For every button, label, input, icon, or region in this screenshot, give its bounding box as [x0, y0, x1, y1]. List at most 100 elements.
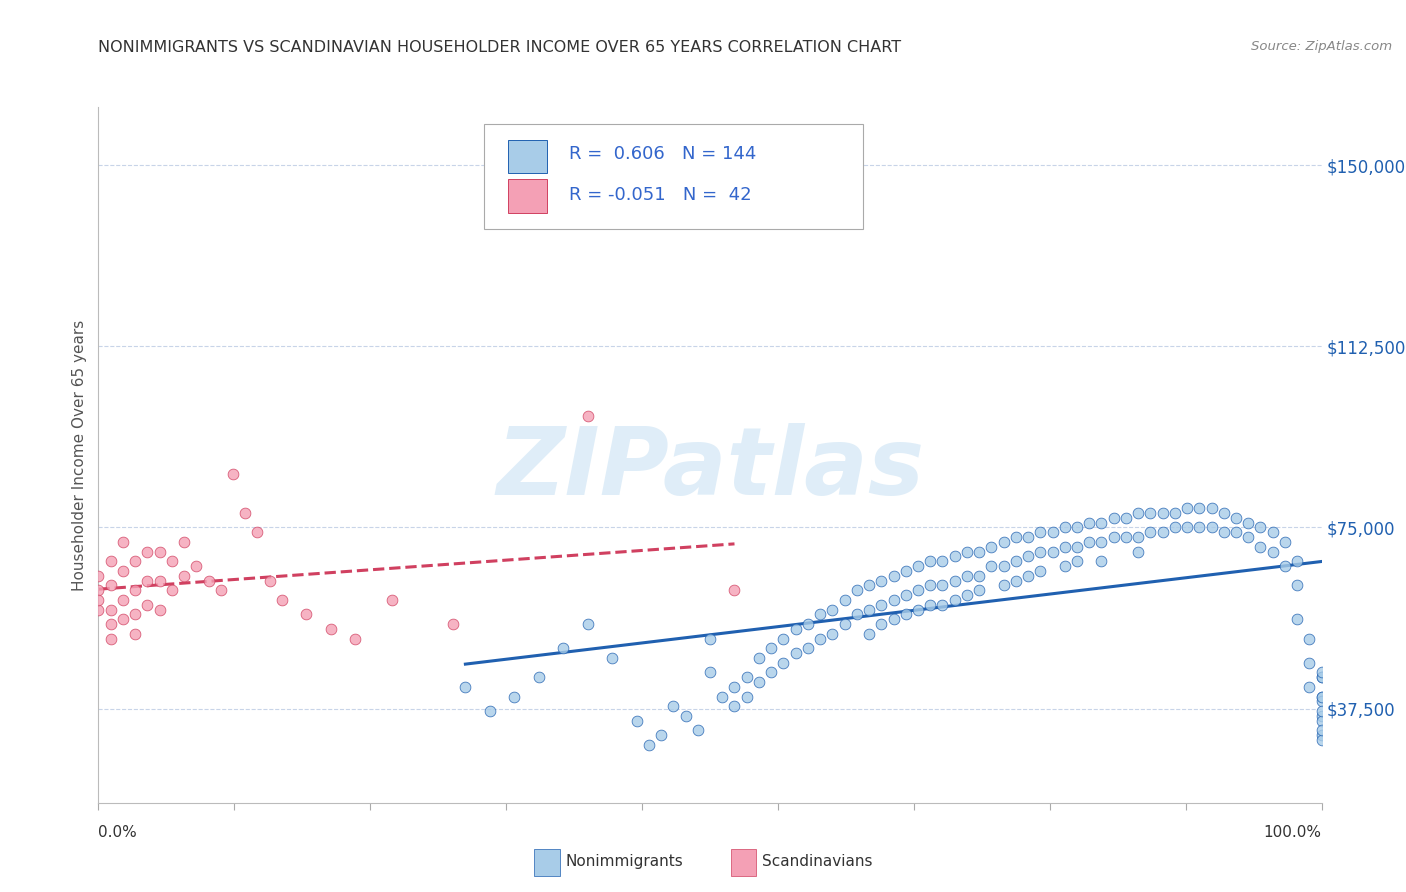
Point: [1310, 665, 1333, 680]
Point: [761, 641, 783, 656]
Point: [808, 632, 831, 646]
Point: [748, 675, 770, 690]
Text: ZIPatlas: ZIPatlas: [496, 423, 924, 515]
Point: [772, 656, 794, 670]
Point: [735, 690, 758, 704]
Point: [87, 583, 110, 598]
Point: [295, 607, 318, 622]
Point: [821, 602, 844, 616]
Point: [1066, 540, 1088, 554]
Point: [772, 632, 794, 646]
Point: [1053, 559, 1076, 574]
Point: [1042, 525, 1064, 540]
Point: [527, 670, 550, 684]
Point: [1102, 510, 1125, 524]
Point: [1274, 559, 1296, 574]
Point: [1090, 534, 1112, 549]
Point: [626, 714, 648, 728]
FancyBboxPatch shape: [508, 179, 547, 213]
Text: 100.0%: 100.0%: [1264, 825, 1322, 840]
Point: [344, 632, 367, 646]
Point: [136, 544, 159, 558]
Point: [576, 409, 599, 424]
Point: [808, 607, 831, 622]
Point: [920, 554, 942, 568]
Point: [748, 651, 770, 665]
Point: [761, 665, 783, 680]
Point: [478, 704, 501, 718]
Point: [907, 583, 929, 598]
Point: [1201, 501, 1223, 516]
Point: [111, 564, 134, 578]
Point: [454, 680, 477, 694]
Point: [1286, 612, 1309, 626]
Point: [711, 690, 734, 704]
Point: [1078, 534, 1101, 549]
Point: [723, 583, 745, 598]
Point: [1066, 520, 1088, 534]
Point: [993, 559, 1015, 574]
Point: [785, 646, 807, 660]
Point: [662, 699, 685, 714]
Point: [1298, 680, 1320, 694]
Point: [834, 592, 856, 607]
Point: [100, 578, 122, 592]
Point: [1004, 554, 1026, 568]
Point: [1261, 525, 1284, 540]
Point: [233, 506, 256, 520]
Point: [100, 632, 122, 646]
Point: [1053, 540, 1076, 554]
Point: [259, 574, 281, 588]
Point: [1237, 516, 1260, 530]
Point: [1188, 501, 1211, 516]
Point: [87, 602, 110, 616]
Point: [1188, 520, 1211, 534]
Point: [1310, 728, 1333, 742]
Point: [1310, 694, 1333, 708]
Text: NONIMMIGRANTS VS SCANDINAVIAN HOUSEHOLDER INCOME OVER 65 YEARS CORRELATION CHART: NONIMMIGRANTS VS SCANDINAVIAN HOUSEHOLDE…: [98, 40, 901, 55]
Point: [883, 592, 905, 607]
Point: [100, 602, 122, 616]
Text: R =  0.606   N = 144: R = 0.606 N = 144: [569, 145, 756, 163]
Point: [821, 626, 844, 640]
Y-axis label: Householder Income Over 65 years: Householder Income Over 65 years: [72, 319, 87, 591]
Point: [1017, 568, 1039, 582]
Point: [943, 549, 966, 564]
Point: [1310, 708, 1333, 723]
Point: [1152, 525, 1174, 540]
Text: R = -0.051   N =  42: R = -0.051 N = 42: [569, 186, 752, 203]
Point: [870, 617, 893, 632]
Point: [980, 559, 1002, 574]
Point: [1115, 530, 1137, 544]
Point: [1090, 516, 1112, 530]
Point: [723, 680, 745, 694]
Point: [931, 578, 953, 592]
Point: [1261, 544, 1284, 558]
Point: [1175, 501, 1198, 516]
Point: [111, 592, 134, 607]
Point: [136, 574, 159, 588]
Point: [1066, 554, 1088, 568]
Point: [1286, 578, 1309, 592]
FancyBboxPatch shape: [484, 124, 863, 229]
Point: [124, 607, 146, 622]
Point: [699, 632, 721, 646]
Point: [1164, 506, 1187, 520]
Point: [1310, 670, 1333, 684]
Point: [699, 665, 721, 680]
Point: [1249, 520, 1271, 534]
Point: [1310, 714, 1333, 728]
Point: [160, 583, 183, 598]
Point: [1053, 520, 1076, 534]
Point: [956, 588, 979, 602]
Point: [1225, 525, 1247, 540]
Point: [1310, 670, 1333, 684]
Point: [381, 592, 404, 607]
Text: 0.0%: 0.0%: [98, 825, 138, 840]
Point: [1175, 520, 1198, 534]
Point: [637, 738, 661, 752]
Point: [675, 708, 697, 723]
Point: [197, 574, 219, 588]
Point: [797, 617, 820, 632]
Point: [1017, 549, 1039, 564]
